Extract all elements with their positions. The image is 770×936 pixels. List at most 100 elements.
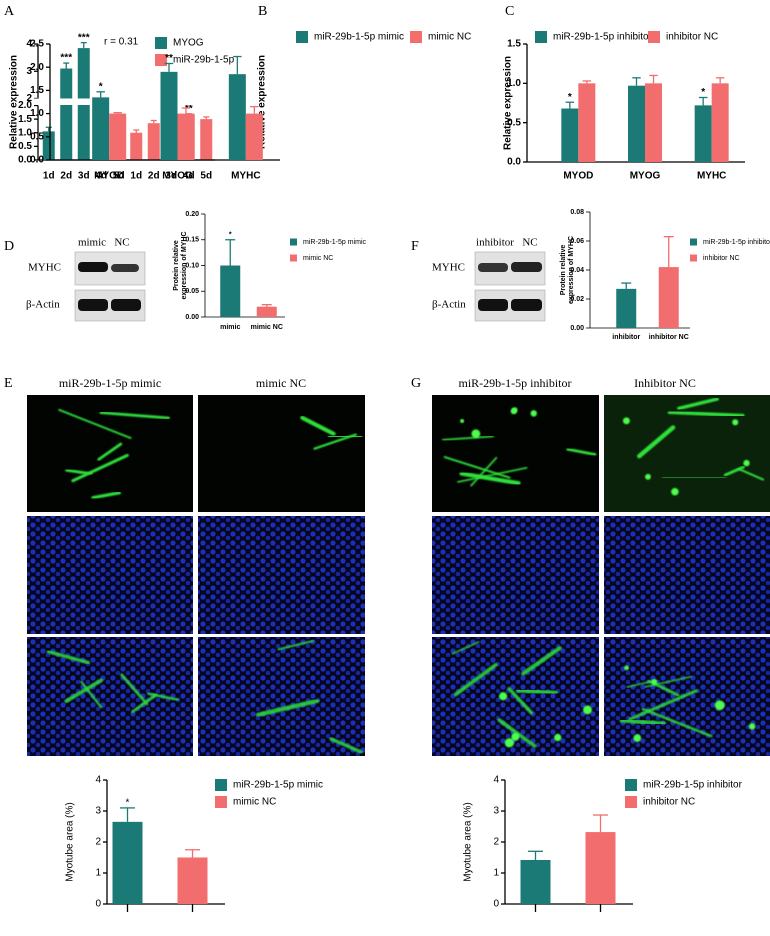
myotube (470, 456, 498, 487)
y-axis-label-line: Protein relative (560, 245, 567, 296)
error-bar (565, 101, 575, 109)
legend-label: miR-29b-1-5p inhibitor (703, 239, 770, 246)
cluster (583, 705, 593, 715)
x-tick-label: MYOD (94, 171, 124, 182)
significance: * (99, 81, 103, 92)
y-axis-label: Protein relativeexpression of MYHC (173, 231, 188, 299)
image-title: miR-29b-1-5p inhibitor (459, 376, 572, 390)
y-tick-label: 0.02 (570, 296, 584, 303)
error-bar (225, 239, 236, 266)
legend-swatch (290, 254, 297, 262)
legend-label: inhibitor NC (703, 255, 740, 262)
y-tick-label: 1 (95, 868, 101, 879)
x-tick-label: 5d (113, 171, 125, 182)
bar (177, 113, 195, 160)
y-tick-label: 2 (95, 837, 101, 848)
y-tick-label: 0 (95, 899, 101, 910)
myotube (641, 707, 713, 738)
legend-swatch (648, 31, 660, 43)
legend-label: inhibitor NC (666, 32, 718, 43)
x-tick-label: mimic (220, 324, 240, 331)
lane-label: mimic (78, 237, 106, 249)
cluster (511, 732, 520, 741)
myotube (667, 410, 745, 418)
myotube (120, 673, 149, 706)
x-tick-label: MYHC (231, 171, 260, 182)
bar (200, 119, 213, 160)
legend-swatch (215, 796, 227, 808)
error-bar (698, 96, 708, 106)
bar (109, 113, 127, 160)
y-tick-label: 1.5 (507, 39, 521, 50)
x-tick-label: MYOG (162, 171, 193, 182)
blot-row-label: β-Actin (26, 299, 60, 311)
myotube (507, 686, 534, 715)
myotube (64, 678, 104, 704)
y-tick-label: 0.04 (570, 267, 584, 274)
x-tick-label: 1d (43, 171, 55, 182)
legend-swatch (410, 31, 422, 43)
bar (561, 108, 579, 162)
blot-row-label: MYHC (28, 262, 61, 274)
micrograph (198, 395, 365, 512)
chart: 0 1 2 3 4 Myotube area (%) * miR-29b-1-5p mimic… (65, 775, 323, 912)
bar (711, 83, 729, 162)
cluster (645, 473, 651, 480)
myotube (737, 467, 765, 481)
image-title: miR-29b-1-5p mimic (59, 376, 161, 390)
chart: 0 1 2 3 4 Myotube area (%) miR-29b-1-5p inhibi… (463, 775, 743, 912)
y-tick-label: 0.06 (570, 238, 584, 245)
y-tick-label: 2.0 (30, 62, 44, 73)
error-bar (185, 849, 200, 858)
bar (160, 71, 178, 160)
myotube (453, 662, 498, 697)
legend-label: miR-29b-1-5p inhibitor (643, 780, 743, 791)
error-bar (203, 116, 210, 120)
error-bar (582, 80, 592, 84)
legend-swatch (625, 779, 637, 791)
y-axis-label: Protein relativeexpression of MYHC (560, 236, 575, 304)
legend-label: inhibitor NC (643, 797, 695, 808)
x-tick-label: 3d (78, 171, 90, 182)
bar (228, 74, 246, 160)
cluster (498, 692, 508, 701)
legend-label: mimic NC (303, 255, 333, 262)
y-tick-label: 3 (26, 66, 32, 77)
myotube (255, 698, 320, 718)
bar (658, 267, 679, 328)
myotube (451, 641, 480, 655)
legend-swatch (625, 796, 637, 808)
myotube (97, 442, 123, 461)
bar (177, 857, 208, 904)
y-tick-label: 2.0 (18, 100, 32, 111)
micrograph (198, 516, 365, 634)
y-tick-label: 0.0 (507, 157, 521, 168)
significance: ** (185, 103, 193, 114)
legend-label: miR-29b-1-5p inhibitor (553, 32, 653, 43)
myotube (313, 433, 357, 450)
cluster (651, 678, 658, 685)
myotube (65, 468, 93, 476)
myotube (91, 491, 121, 500)
myotube (516, 688, 558, 696)
bar (220, 265, 241, 317)
cluster (633, 734, 642, 742)
significance: * (701, 87, 705, 98)
x-tick-label: MYOD (563, 171, 593, 182)
x-tick-label: 3d (165, 171, 177, 182)
y-axis-label-line: expression of MYHC (181, 231, 188, 299)
micrograph (604, 516, 770, 634)
myotube (628, 689, 698, 721)
x-tick-label: 2d (148, 171, 160, 182)
y-tick-label: 2 (493, 837, 499, 848)
error-bar (45, 126, 52, 132)
significance: ** (165, 53, 173, 64)
myotube (147, 692, 179, 702)
myotube (442, 435, 494, 441)
error-bar (181, 107, 191, 114)
micrographs (27, 395, 770, 756)
y-tick-label: 0.20 (185, 211, 199, 218)
panel-label: F (411, 239, 419, 254)
significance: *** (78, 32, 90, 43)
chart: 0.0 0.5 1.0 1.5 Relative expression MYOD * MYOG… (503, 31, 745, 182)
